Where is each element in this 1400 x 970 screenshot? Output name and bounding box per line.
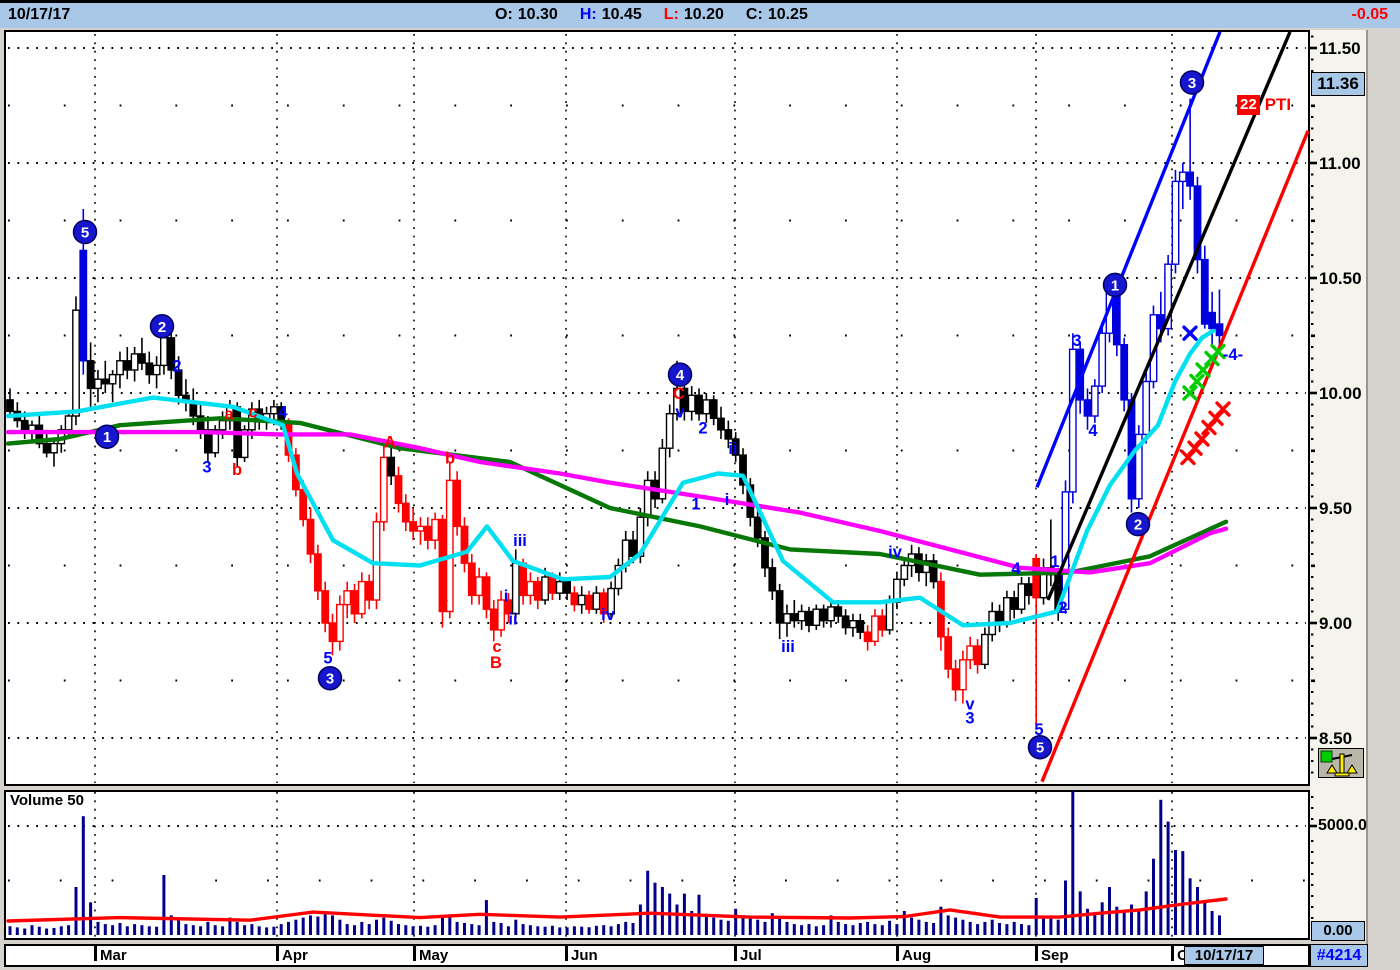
scales-icon[interactable]: [1318, 748, 1364, 783]
month-label-may: May: [419, 947, 449, 964]
date-box[interactable]: 10/17/17: [1184, 946, 1264, 965]
month-label-o: O: [1177, 947, 1189, 964]
ohlc-field-low: L: 10.20: [663, 6, 724, 23]
header-ohlc-group: O: 10.30 H: 10.45 L: 10.20 C: 10.25: [495, 6, 808, 24]
month-label-mar: Mar: [100, 947, 127, 964]
last-price-box: 11.36: [1311, 72, 1365, 96]
ohlc-field-high: H: 10.45: [579, 6, 642, 23]
main-chart-panel[interactable]: [4, 30, 1310, 786]
chart-id-badge: #4214: [1310, 944, 1368, 967]
month-label-apr: Apr: [282, 947, 308, 964]
window-top-border: [0, 0, 1400, 3]
ohlc-field-close: C: 10.25: [745, 6, 808, 23]
header-change: -0.05: [1351, 6, 1388, 23]
window-right-edge: [1366, 30, 1368, 967]
pti-indicator: 22 PTI: [1237, 95, 1291, 115]
price-axis-area: [1310, 30, 1366, 940]
volume-pane-title: Volume 50: [10, 792, 84, 809]
header-date: 10/17/17: [8, 6, 71, 23]
month-label-aug: Aug: [902, 947, 932, 964]
month-label-jul: Jul: [740, 947, 762, 964]
header-bar: 10/17/17 O: 10.30 H: 10.45 L: 10.20 C: 10.25 -0…: [0, 3, 1400, 28]
volume-axis-max-label: 5000.0: [1318, 817, 1367, 834]
volume-panel[interactable]: [4, 790, 1310, 940]
month-axis-bar: [4, 944, 1310, 967]
ohlc-field-open: O: 10.30: [495, 6, 558, 23]
pti-value-badge: 22: [1237, 95, 1260, 115]
month-label-sep: Sep: [1041, 947, 1069, 964]
pti-label: PTI: [1264, 95, 1292, 114]
volume-axis-zero-box: 0.00: [1311, 921, 1365, 941]
month-label-jun: Jun: [571, 947, 598, 964]
